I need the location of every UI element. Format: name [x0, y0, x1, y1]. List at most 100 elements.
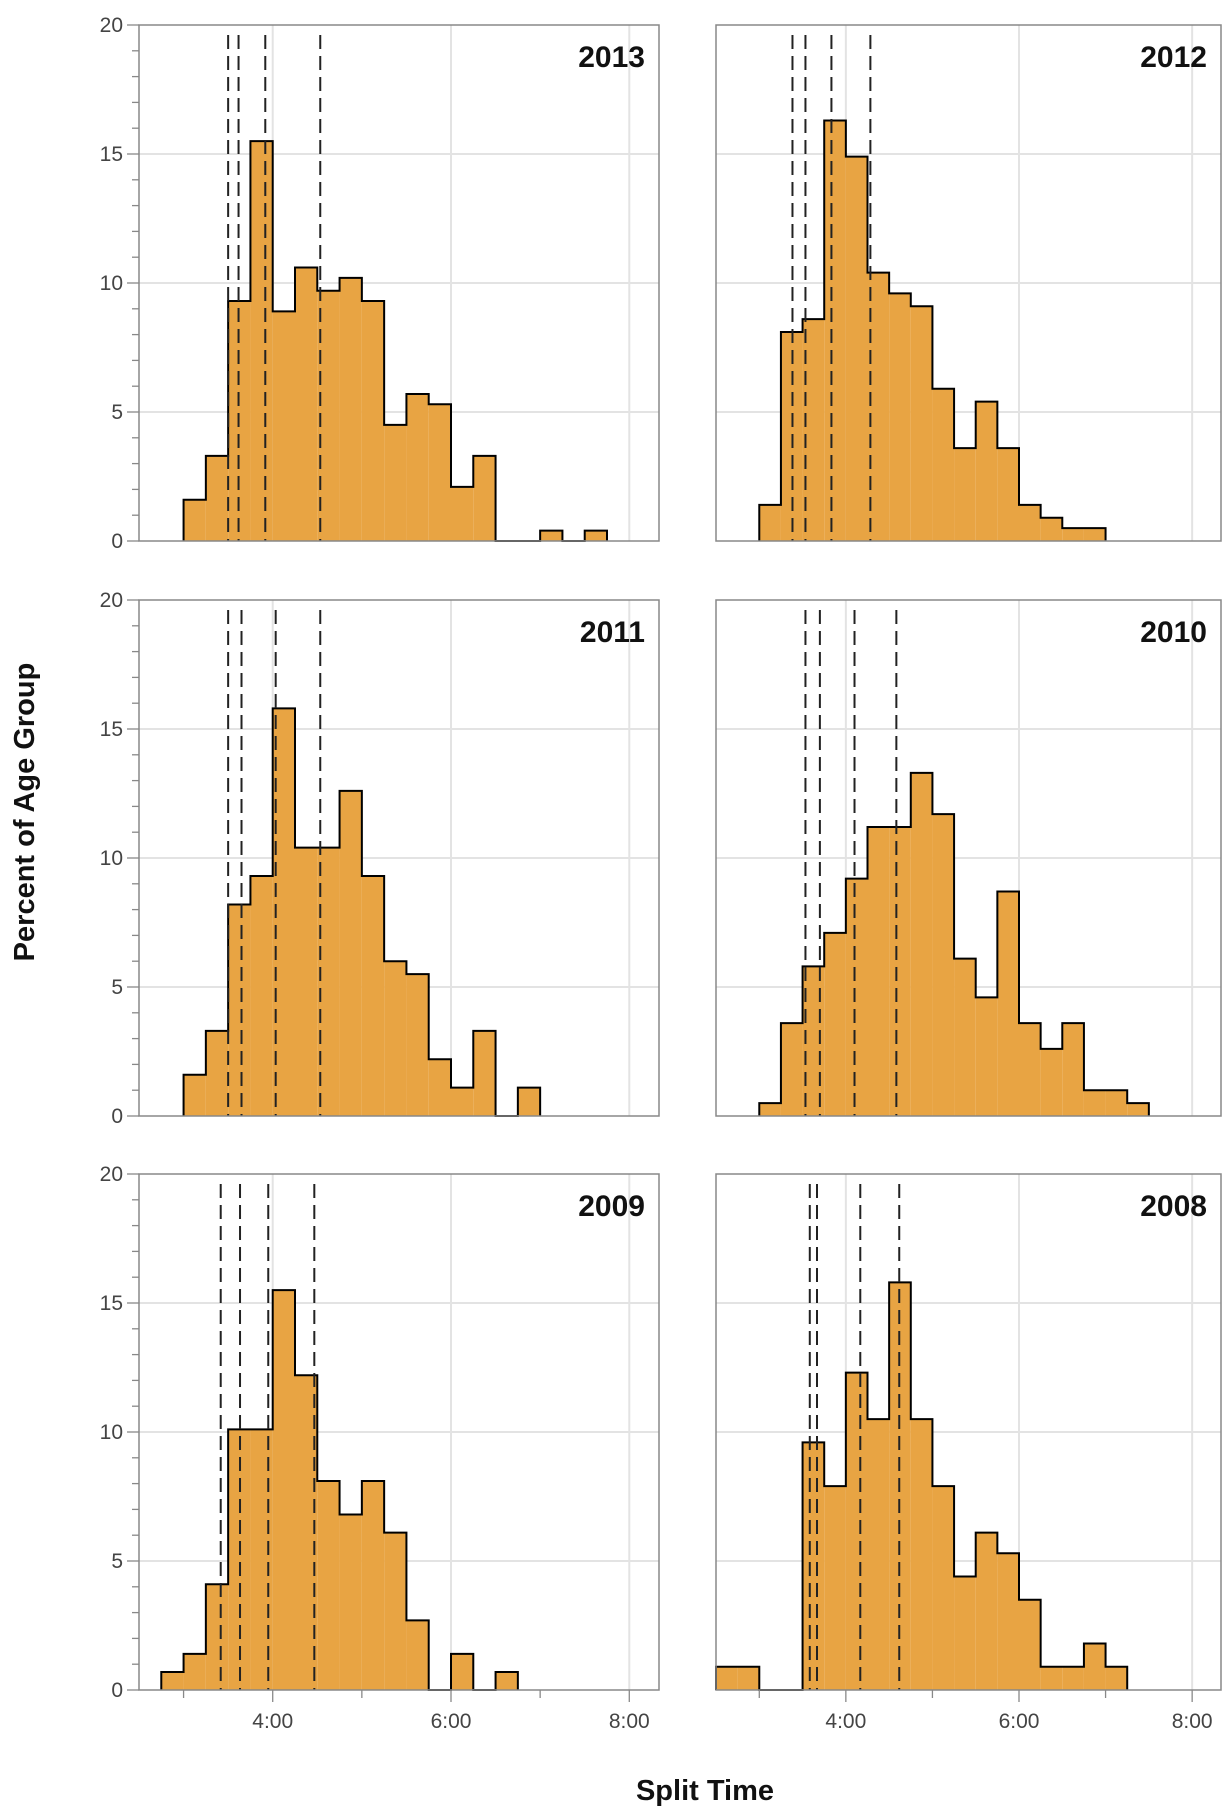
histogram-bar	[954, 958, 976, 1116]
y-tick-label: 5	[111, 401, 123, 424]
histogram-bar	[975, 401, 998, 541]
panel-title: 2009	[578, 1190, 645, 1223]
histogram-bar	[384, 1532, 407, 1690]
x-tick-label: 8:00	[1172, 1710, 1213, 1733]
histogram-bar	[1083, 1090, 1106, 1116]
histogram-bar	[205, 1030, 229, 1116]
histogram-bar	[737, 1666, 760, 1690]
histogram-bar	[759, 504, 781, 541]
histogram-bar	[473, 455, 496, 541]
histogram-bar	[272, 311, 295, 541]
histogram-bar	[824, 1486, 846, 1690]
histogram-bar	[1019, 504, 1041, 541]
histogram-bar	[272, 708, 295, 1116]
histogram-bar	[451, 486, 474, 541]
y-tick-label: 20	[100, 1163, 123, 1186]
histogram-bar	[406, 974, 429, 1116]
histogram-bar	[361, 1481, 385, 1690]
y-tick-label: 5	[111, 1550, 123, 1573]
histogram-bar	[867, 827, 890, 1116]
y-tick-label: 10	[100, 847, 123, 870]
histogram-bar	[250, 876, 273, 1116]
histogram-bar	[428, 404, 451, 541]
histogram-bar	[540, 530, 563, 541]
histogram-bar	[824, 932, 846, 1116]
panel-frame	[715, 599, 1222, 1117]
y-tick-label: 15	[100, 143, 123, 166]
histogram-bar	[161, 1671, 184, 1690]
histogram-bar	[932, 388, 955, 541]
histogram-bar	[1127, 1103, 1149, 1116]
histogram-bar	[954, 448, 976, 541]
histogram-bar	[997, 448, 1019, 541]
histogram-bar	[802, 319, 825, 541]
histogram-bar	[384, 424, 407, 541]
x-tick-label: 4:00	[252, 1710, 293, 1733]
histogram-outline	[758, 771, 1150, 1116]
histogram-bar	[997, 891, 1019, 1116]
histogram-bar	[845, 1372, 868, 1690]
histogram-bar	[910, 1419, 933, 1690]
panel-title: 2010	[1140, 616, 1207, 649]
histogram-bar	[867, 272, 890, 541]
panel-frame	[715, 1173, 1222, 1691]
panel-title: 2013	[578, 41, 645, 74]
histogram-bar	[183, 499, 206, 541]
histogram-bar	[406, 1620, 429, 1690]
histogram-outline	[182, 140, 608, 542]
histogram-bar	[975, 997, 998, 1116]
histogram-bar	[954, 1576, 976, 1690]
histogram-bar	[205, 455, 229, 541]
x-tick-label: 8:00	[609, 1710, 650, 1733]
y-tick-label: 0	[111, 530, 123, 553]
histogram-bar	[317, 1481, 340, 1690]
histogram-bar	[759, 1103, 781, 1116]
histogram-bar	[317, 847, 340, 1116]
panel-2013: 2013 0 5 10 15 20	[100, 14, 660, 553]
histogram-bar	[183, 1074, 206, 1116]
histogram-bar	[428, 1059, 451, 1116]
histogram-bar	[1083, 1643, 1106, 1690]
y-tick-label: 15	[100, 1292, 123, 1315]
histogram-bar	[495, 1671, 518, 1690]
histogram-bar	[1062, 1666, 1084, 1690]
histogram-bar	[997, 1553, 1019, 1690]
histogram-bar	[183, 1653, 206, 1690]
histogram-outline	[160, 1289, 519, 1691]
panel-2009: 2009 0 5 10 15 20 4:00 6:00 8:00	[100, 1163, 660, 1733]
histogram-bar	[1040, 1666, 1063, 1690]
histogram-bar	[295, 267, 318, 541]
histogram-bar	[473, 1030, 496, 1116]
histogram-bar	[824, 120, 846, 542]
histogram-bar	[802, 966, 825, 1116]
panels: 2013 0 5 10 15 20 2012 2011 0 5 10 15 20 2010 2009 0 5 10…	[100, 14, 1222, 1733]
y-tick-label: 5	[111, 976, 123, 999]
histogram-bar	[1083, 528, 1106, 541]
histogram-bar	[228, 1429, 251, 1690]
histogram-bar	[295, 847, 318, 1116]
histogram-bar	[361, 876, 385, 1116]
histogram-bar	[845, 156, 868, 541]
histogram-bar	[250, 141, 273, 541]
histogram-bar	[317, 290, 340, 541]
histogram-bar	[272, 1290, 295, 1690]
y-tick-label: 0	[111, 1105, 123, 1128]
y-tick-label: 0	[111, 1679, 123, 1702]
panel-title: 2011	[580, 616, 645, 649]
panel-2010: 2010	[715, 599, 1222, 1117]
histogram-bar	[932, 814, 955, 1116]
histogram-bar	[295, 1375, 318, 1690]
histogram-bar	[889, 293, 911, 541]
histogram-bar	[1040, 517, 1063, 541]
x-tick-label: 6:00	[999, 1710, 1040, 1733]
histogram-outline	[758, 119, 1107, 541]
histogram-bar	[802, 1442, 825, 1690]
y-tick-label: 20	[100, 589, 123, 612]
histogram-bar	[339, 1514, 362, 1690]
histogram-bar	[1040, 1048, 1063, 1116]
histogram-bar	[1062, 1023, 1084, 1116]
histogram-bar	[1062, 528, 1084, 541]
histogram-bar	[451, 1653, 474, 1690]
histogram-bar	[845, 878, 868, 1116]
